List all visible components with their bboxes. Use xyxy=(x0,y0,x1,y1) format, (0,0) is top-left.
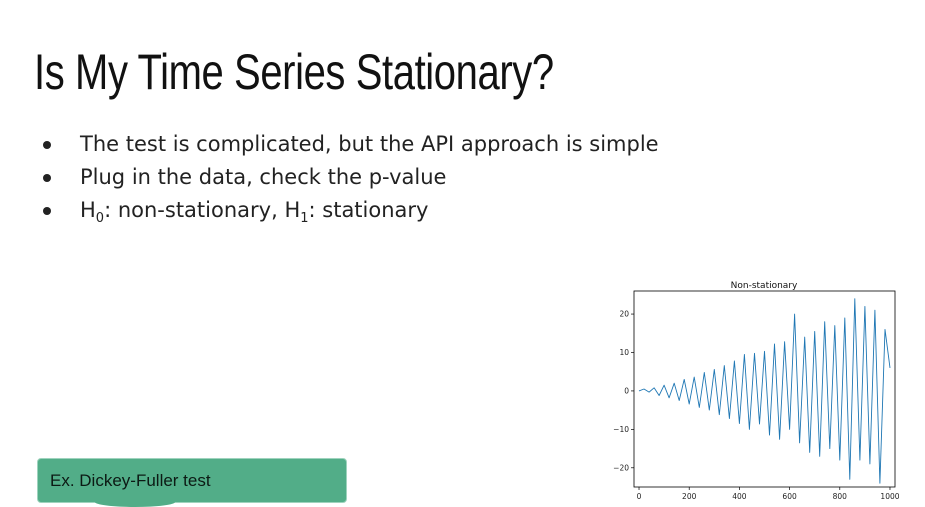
plot-frame xyxy=(633,290,896,488)
bullet-dot xyxy=(43,141,51,149)
bullet-item: H0: non-stationary, H1: stationary xyxy=(30,194,659,227)
h1-text: : stationary xyxy=(308,198,429,222)
bullet-dot xyxy=(43,174,51,182)
line-chart: Non-stationary 0 200 400 600 800 1000 −20−100… xyxy=(613,281,900,501)
chart-title: Non-stationary xyxy=(731,281,798,291)
y-tick-label: 10 xyxy=(619,348,629,357)
h0-symbol: H xyxy=(80,198,96,222)
x-tick-label: 400 xyxy=(732,492,747,501)
callout-text: Ex. Dickey-Fuller test xyxy=(50,471,211,490)
bullet-item: The test is complicated, but the API app… xyxy=(30,128,659,161)
callout-box: Ex. Dickey-Fuller test xyxy=(37,458,347,503)
bullet-item: Plug in the data, check the p-value xyxy=(30,161,659,194)
y-tick-label: −10 xyxy=(613,425,629,434)
bullet-text: Plug in the data, check the p-value xyxy=(80,165,447,189)
series-line xyxy=(638,298,891,484)
h1-subscript: 1 xyxy=(300,211,309,227)
bullet-text: The test is complicated, but the API app… xyxy=(80,132,659,156)
h0-text: : non-stationary, xyxy=(104,198,285,222)
bullet-dot xyxy=(43,207,51,215)
slide-title: Is My Time Series Stationary? xyxy=(34,44,554,100)
callout-drip xyxy=(95,497,175,507)
y-tick-label: −20 xyxy=(613,463,629,472)
x-axis: 0 200 400 600 800 1000 xyxy=(637,487,900,501)
x-tick-label: 200 xyxy=(682,492,697,501)
x-tick-label: 0 xyxy=(637,492,642,501)
y-tick-label: 0 xyxy=(624,386,629,395)
h0-subscript: 0 xyxy=(95,211,105,227)
x-tick-label: 600 xyxy=(782,492,797,501)
x-tick-label: 800 xyxy=(833,492,848,501)
h1-symbol: H xyxy=(284,198,301,222)
x-tick-label: 1000 xyxy=(880,492,899,501)
bullet-list: The test is complicated, but the API app… xyxy=(30,128,659,227)
y-tick-label: 20 xyxy=(619,310,629,319)
y-axis: −20 −10 0 10 20 xyxy=(613,310,634,472)
